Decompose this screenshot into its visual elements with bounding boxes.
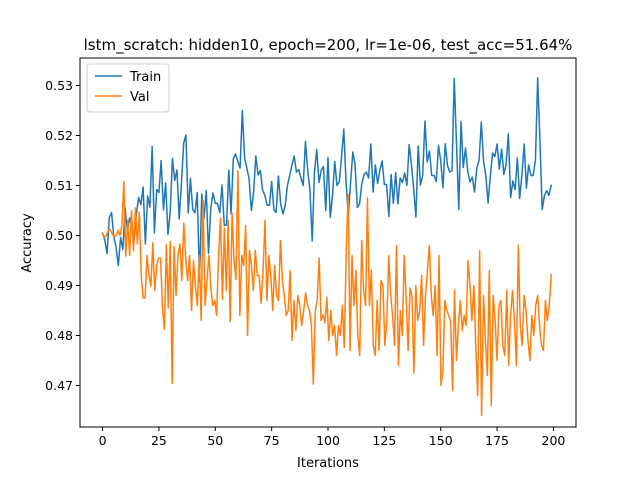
x-tick-label: 150 (429, 433, 453, 448)
series-layer (101, 77, 553, 417)
series-line-val (101, 170, 552, 417)
x-axis: 0 25 50 75 100 125 150 175 200 (99, 427, 566, 448)
y-tick-label: 0.53 (45, 78, 73, 93)
legend: Train Val (86, 63, 170, 113)
series-line-train (101, 77, 553, 283)
y-axis: 0.47 0.48 0.49 0.50 0.51 0.52 0.53 (45, 78, 80, 393)
x-tick-label: 175 (485, 433, 509, 448)
x-tick-label: 50 (207, 433, 223, 448)
y-tick-label: 0.49 (45, 278, 73, 293)
x-tick-label: 25 (151, 433, 167, 448)
x-tick-label: 125 (372, 433, 396, 448)
legend-label-val: Val (130, 90, 149, 105)
plot-background (80, 58, 576, 427)
plot-area (79, 57, 577, 428)
y-tick-label: 0.48 (45, 328, 73, 343)
y-tick-label: 0.52 (45, 128, 73, 143)
y-tick-label: 0.47 (45, 378, 73, 393)
y-tick-label: 0.50 (45, 228, 73, 243)
y-axis-label: Accuracy (20, 213, 35, 273)
x-tick-label: 200 (542, 433, 566, 448)
x-axis-label: Iterations (297, 456, 359, 471)
x-tick-label: 0 (99, 433, 107, 448)
y-tick-label: 0.51 (45, 178, 73, 193)
x-tick-label: 100 (316, 433, 340, 448)
x-tick-label: 75 (264, 433, 280, 448)
chart-title: lstm_scratch: hidden10, epoch=200, lr=1e… (84, 36, 573, 55)
legend-label-train: Train (129, 70, 161, 85)
